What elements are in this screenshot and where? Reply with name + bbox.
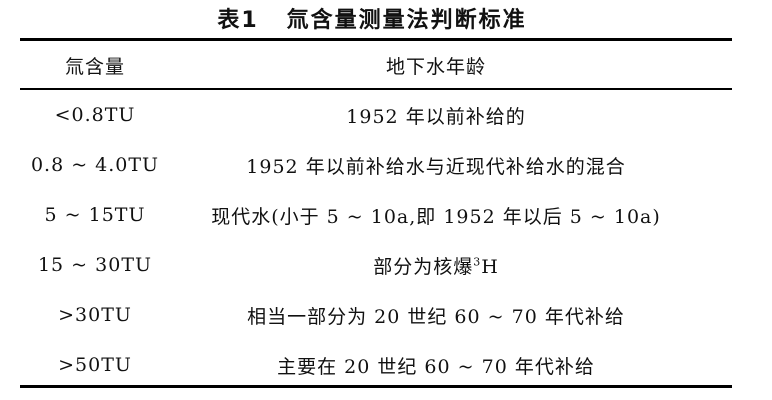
age-text-suffix: H bbox=[481, 255, 499, 278]
table-caption: 表1 氚含量测量法判断标准 bbox=[0, 2, 744, 34]
table-row: <0.8TU 1952 年以前补给的 bbox=[20, 90, 732, 140]
age-cell: 现代水(小于 5 ~ 10a,即 1952 年以后 5 ~ 10a) bbox=[211, 205, 661, 228]
age-cell: 1952 年以前补给水与近现代补给水的混合 bbox=[246, 155, 626, 178]
tritium-cell: >30TU bbox=[58, 304, 132, 326]
table-row: 5 ~ 15TU 现代水(小于 5 ~ 10a,即 1952 年以后 5 ~ 1… bbox=[20, 190, 732, 240]
table-number: 表1 bbox=[217, 8, 259, 33]
age-cell: 主要在 20 世纪 60 ~ 70 年代补给 bbox=[277, 355, 595, 378]
header-age: 地下水年龄 bbox=[385, 55, 486, 78]
tritium-cell: >50TU bbox=[58, 354, 132, 376]
superscript: 3 bbox=[473, 255, 482, 269]
top-rule bbox=[20, 38, 732, 41]
table-row: 0.8 ~ 4.0TU 1952 年以前补给水与近现代补给水的混合 bbox=[20, 140, 732, 190]
age-cell: 部分为核爆3H bbox=[170, 252, 732, 279]
header-tritium: 氚含量 bbox=[64, 55, 125, 78]
tritium-cell: <0.8TU bbox=[54, 104, 136, 126]
tritium-cell: 15 ~ 30TU bbox=[37, 254, 153, 276]
header-row: 氚含量 地下水年龄 bbox=[20, 40, 732, 90]
age-cell: 相当一部分为 20 世纪 60 ~ 70 年代补给 bbox=[247, 305, 625, 328]
age-cell: 1952 年以前补给的 bbox=[346, 105, 526, 128]
table-row: >50TU 主要在 20 世纪 60 ~ 70 年代补给 bbox=[20, 340, 732, 390]
tritium-cell: 0.8 ~ 4.0TU bbox=[30, 154, 160, 176]
table-row: >30TU 相当一部分为 20 世纪 60 ~ 70 年代补给 bbox=[20, 290, 732, 340]
table-row: 15 ~ 30TU 部分为核爆3H bbox=[20, 240, 732, 290]
table-title: 氚含量测量法判断标准 bbox=[286, 8, 527, 33]
bottom-rule bbox=[20, 385, 732, 388]
tritium-cell: 5 ~ 15TU bbox=[44, 204, 146, 226]
header-rule bbox=[20, 88, 732, 90]
age-text: 部分为核爆 bbox=[373, 255, 474, 278]
